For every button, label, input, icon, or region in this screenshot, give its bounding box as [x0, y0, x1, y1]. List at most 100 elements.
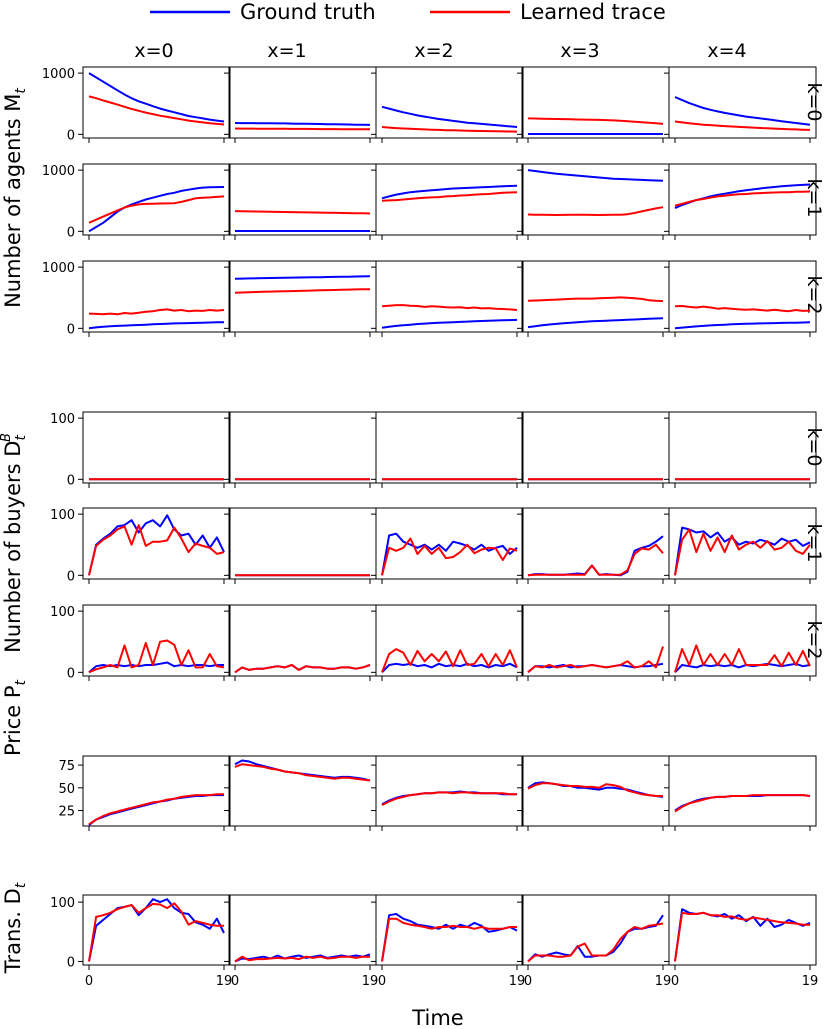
y-tick-label: 1000	[42, 67, 75, 82]
y-tick-label: 100	[50, 605, 75, 620]
axes-frame	[521, 163, 670, 236]
panel-agents-row0-col1	[224, 66, 377, 143]
row-label-buyers-k0: k=0	[803, 427, 825, 466]
row-label-agents-k2: k=2	[803, 275, 825, 314]
ylabel-agents-text: Number of agents M	[1, 94, 25, 308]
axes-frame	[228, 411, 377, 484]
row-labels: k=0 k=1 k=2 k=0 k=1 k=2	[803, 82, 825, 659]
axes-frame	[668, 507, 817, 580]
panel-trans-row7-col3: 0 19	[517, 894, 671, 989]
axes-frame	[228, 755, 377, 827]
panel-agents-row0-col3	[517, 66, 670, 143]
series-line-learned-trace	[381, 191, 518, 202]
series-line-ground-truth	[381, 662, 518, 673]
ylabel-buyers-sup: B	[0, 433, 14, 442]
series-line-learned-trace	[381, 917, 517, 962]
series-line-learned-trace	[381, 304, 518, 311]
legend: Ground truth Learned trace	[150, 0, 666, 24]
series-line-learned-trace	[527, 646, 664, 674]
axes-frame	[668, 411, 817, 484]
series-line-learned-trace	[88, 639, 225, 674]
series-line-learned-trace	[674, 120, 811, 131]
xlabel-time: Time	[411, 1006, 463, 1029]
row-label-agents-k0: k=0	[803, 82, 825, 121]
axes-frame	[668, 66, 817, 139]
axes-frame	[82, 894, 231, 966]
series-line-learned-trace	[88, 308, 225, 316]
panel-price-row6-col2	[371, 755, 524, 831]
x-tick-label: 19	[802, 974, 819, 989]
ylabel-buyers-sub: t	[13, 435, 29, 441]
series-line-learned-trace	[527, 117, 664, 125]
panel-agents-row2-col3	[517, 260, 670, 337]
series-line-learned-trace	[674, 794, 811, 813]
axes-frame	[668, 755, 817, 827]
x-tick-label: 19	[509, 974, 526, 989]
panel-buyers-row3-col3	[517, 411, 670, 488]
axes-frame	[668, 894, 817, 966]
series-line-ground-truth	[381, 184, 518, 200]
panel-agents-row1-col1	[224, 163, 377, 240]
series-line-ground-truth	[381, 105, 518, 128]
series-line-ground-truth	[381, 532, 518, 576]
axes-frame	[375, 894, 524, 966]
ylabel-trans: Trans. Dt	[1, 882, 29, 974]
series-line-learned-trace	[234, 763, 371, 782]
panel-agents-row2-col4	[664, 260, 817, 337]
panel-agents-row2-col1	[224, 260, 377, 337]
panel-buyers-row5-col3	[517, 604, 670, 681]
y-axis-labels: Number of agents Mt Number of buyers DtB…	[0, 88, 29, 975]
series-line-ground-truth	[234, 122, 371, 126]
panel-buyers-row4-col1	[224, 507, 377, 584]
axes-frame	[375, 260, 524, 333]
panel-buyers-row3-col1	[224, 411, 377, 488]
panel-buyers-row5-col0: 100 0	[50, 604, 231, 681]
panel-agents-row2-col2	[371, 260, 524, 337]
series-line-learned-trace	[381, 126, 518, 133]
axes-frame	[228, 507, 377, 580]
axes-frame	[668, 260, 817, 333]
panel-agents-row0-col2	[371, 66, 524, 143]
y-tick-label: 75	[58, 759, 75, 774]
series-line-ground-truth	[88, 898, 225, 962]
y-tick-label: 50	[58, 782, 75, 797]
series-line-learned-trace	[527, 782, 663, 797]
axes-frame	[82, 604, 231, 677]
series-line-learned-trace	[527, 206, 664, 216]
series-line-ground-truth	[88, 514, 225, 576]
ylabel-buyers-text: Number of buyers D	[1, 441, 25, 653]
y-tick-label: 0	[67, 666, 75, 681]
panel-buyers-row3-col2	[371, 411, 524, 488]
axes-frame	[228, 260, 377, 333]
series-line-ground-truth	[527, 317, 664, 329]
panel-buyers-row3-col4	[664, 411, 817, 488]
axes-frame	[82, 755, 231, 827]
series-line-learned-trace	[88, 902, 224, 962]
y-tick-label: 0	[67, 473, 75, 488]
series-line-learned-trace	[527, 296, 664, 303]
axes-frame	[82, 507, 231, 580]
x-tick-label: 0	[231, 974, 239, 989]
axes-frame	[668, 604, 817, 677]
row-label-buyers-k1: k=1	[803, 523, 825, 562]
column-title-x4: x=4	[707, 40, 746, 62]
panel-trans-row7-col2: 0 19	[371, 894, 526, 989]
axes-frame	[375, 163, 524, 236]
y-tick-label: 0	[67, 322, 75, 337]
axes-frame	[82, 411, 231, 484]
series-line-learned-trace	[381, 791, 517, 806]
ylabel-trans-sub: t	[13, 882, 29, 888]
series-line-learned-trace	[674, 305, 811, 313]
panel-buyers-row4-col3	[517, 507, 670, 584]
column-title-x3: x=3	[560, 40, 599, 62]
column-title-x2: x=2	[414, 40, 453, 62]
ylabel-price-text: Price P	[1, 685, 25, 756]
panel-agents-row0-col0: 1000 0	[42, 66, 231, 143]
panel-buyers-row4-col4	[664, 507, 817, 584]
ylabel-price: Price Pt	[1, 679, 29, 756]
y-tick-label: 0	[67, 128, 75, 143]
series-line-learned-trace	[674, 644, 811, 673]
series-line-ground-truth	[527, 169, 664, 182]
series-line-ground-truth	[674, 794, 811, 812]
